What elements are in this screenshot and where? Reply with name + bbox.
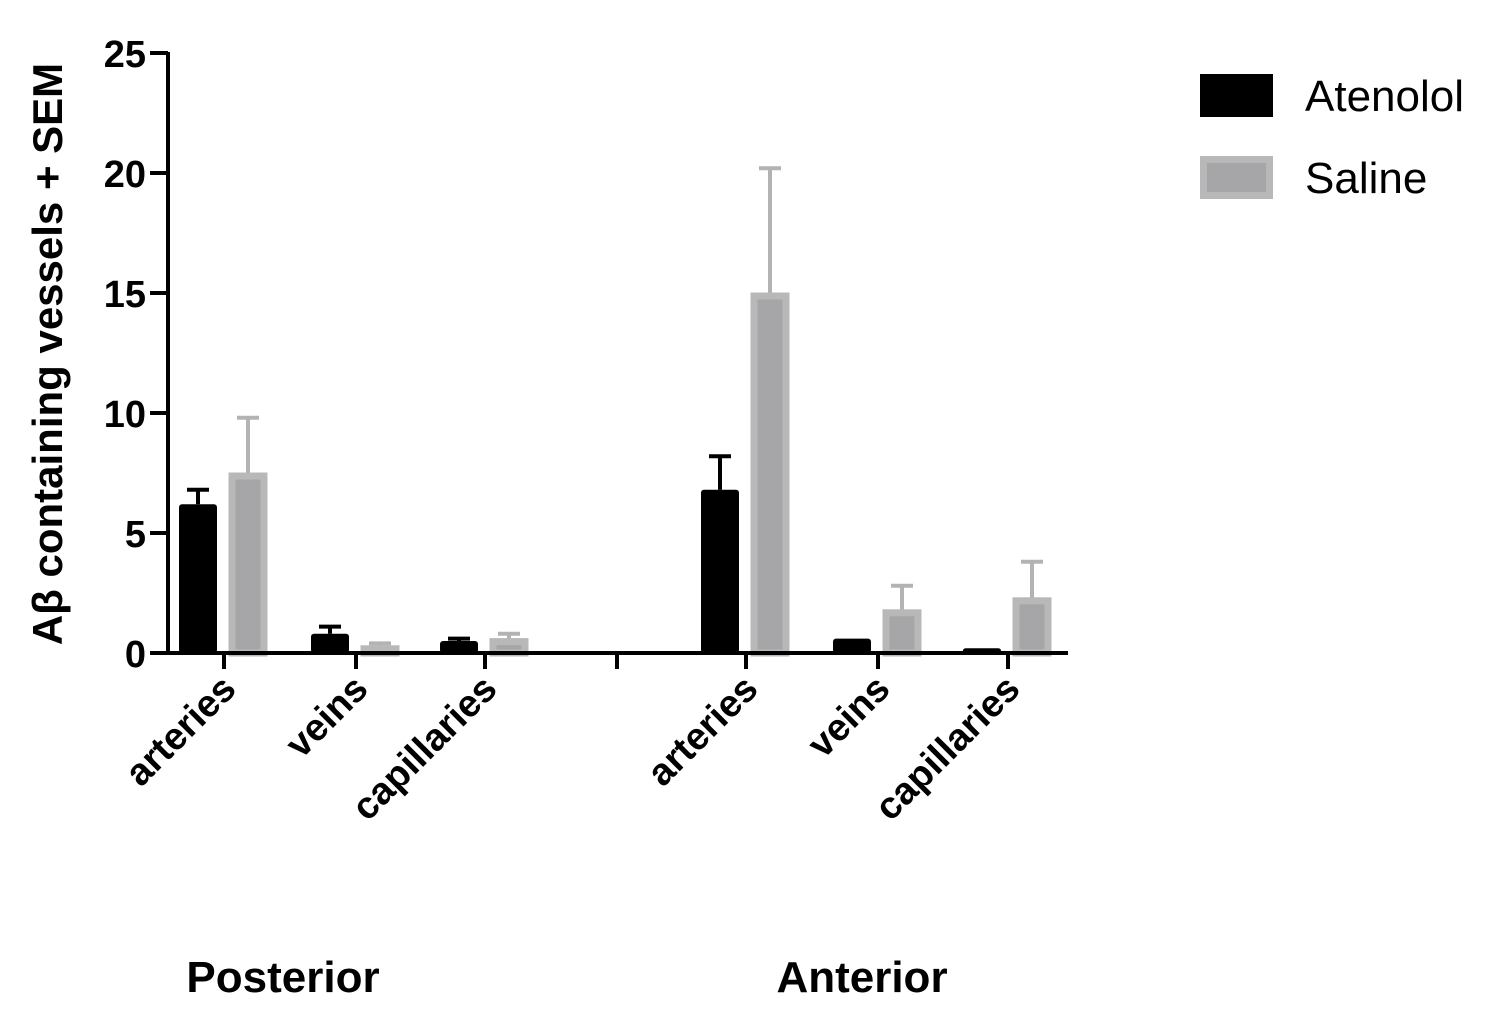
group-label: Anterior (776, 953, 947, 1002)
legend-swatch-saline (1200, 156, 1273, 199)
bar-saline (882, 609, 922, 657)
bar-atenolol (440, 641, 478, 653)
y-tick-label: 0 (125, 634, 146, 676)
y-tick-label: 15 (104, 274, 146, 316)
y-tick-label: 5 (125, 514, 146, 556)
x-category-label: veins (278, 668, 376, 766)
bar-atenolol (833, 638, 871, 653)
bar-atenolol (179, 504, 217, 653)
bar-saline (750, 292, 790, 657)
y-axis-ticks: 0 5 10 15 20 25 (104, 34, 168, 676)
y-tick-label: 25 (104, 34, 146, 76)
y-tick-label: 10 (104, 394, 146, 436)
x-category-label: veins (800, 668, 898, 766)
bar-saline (1012, 597, 1052, 657)
x-category-label: arteries (118, 668, 245, 795)
bar-atenolol (701, 489, 739, 653)
legend-label: Saline (1305, 154, 1427, 203)
legend: Atenolol Saline (1200, 72, 1464, 203)
y-tick-label: 20 (104, 154, 146, 196)
group-labels: Posterior Anterior (186, 953, 947, 1002)
group-label: Posterior (186, 953, 379, 1002)
bar-atenolol (311, 633, 349, 653)
bar-saline (228, 472, 268, 657)
bars (179, 166, 1052, 657)
axes (166, 52, 1068, 669)
legend-label: Atenolol (1305, 72, 1464, 121)
legend-swatch-atenolol (1200, 74, 1273, 117)
x-category-label: arteries (640, 668, 767, 795)
y-axis-title: Aβ containing vessels + SEM (24, 63, 71, 645)
